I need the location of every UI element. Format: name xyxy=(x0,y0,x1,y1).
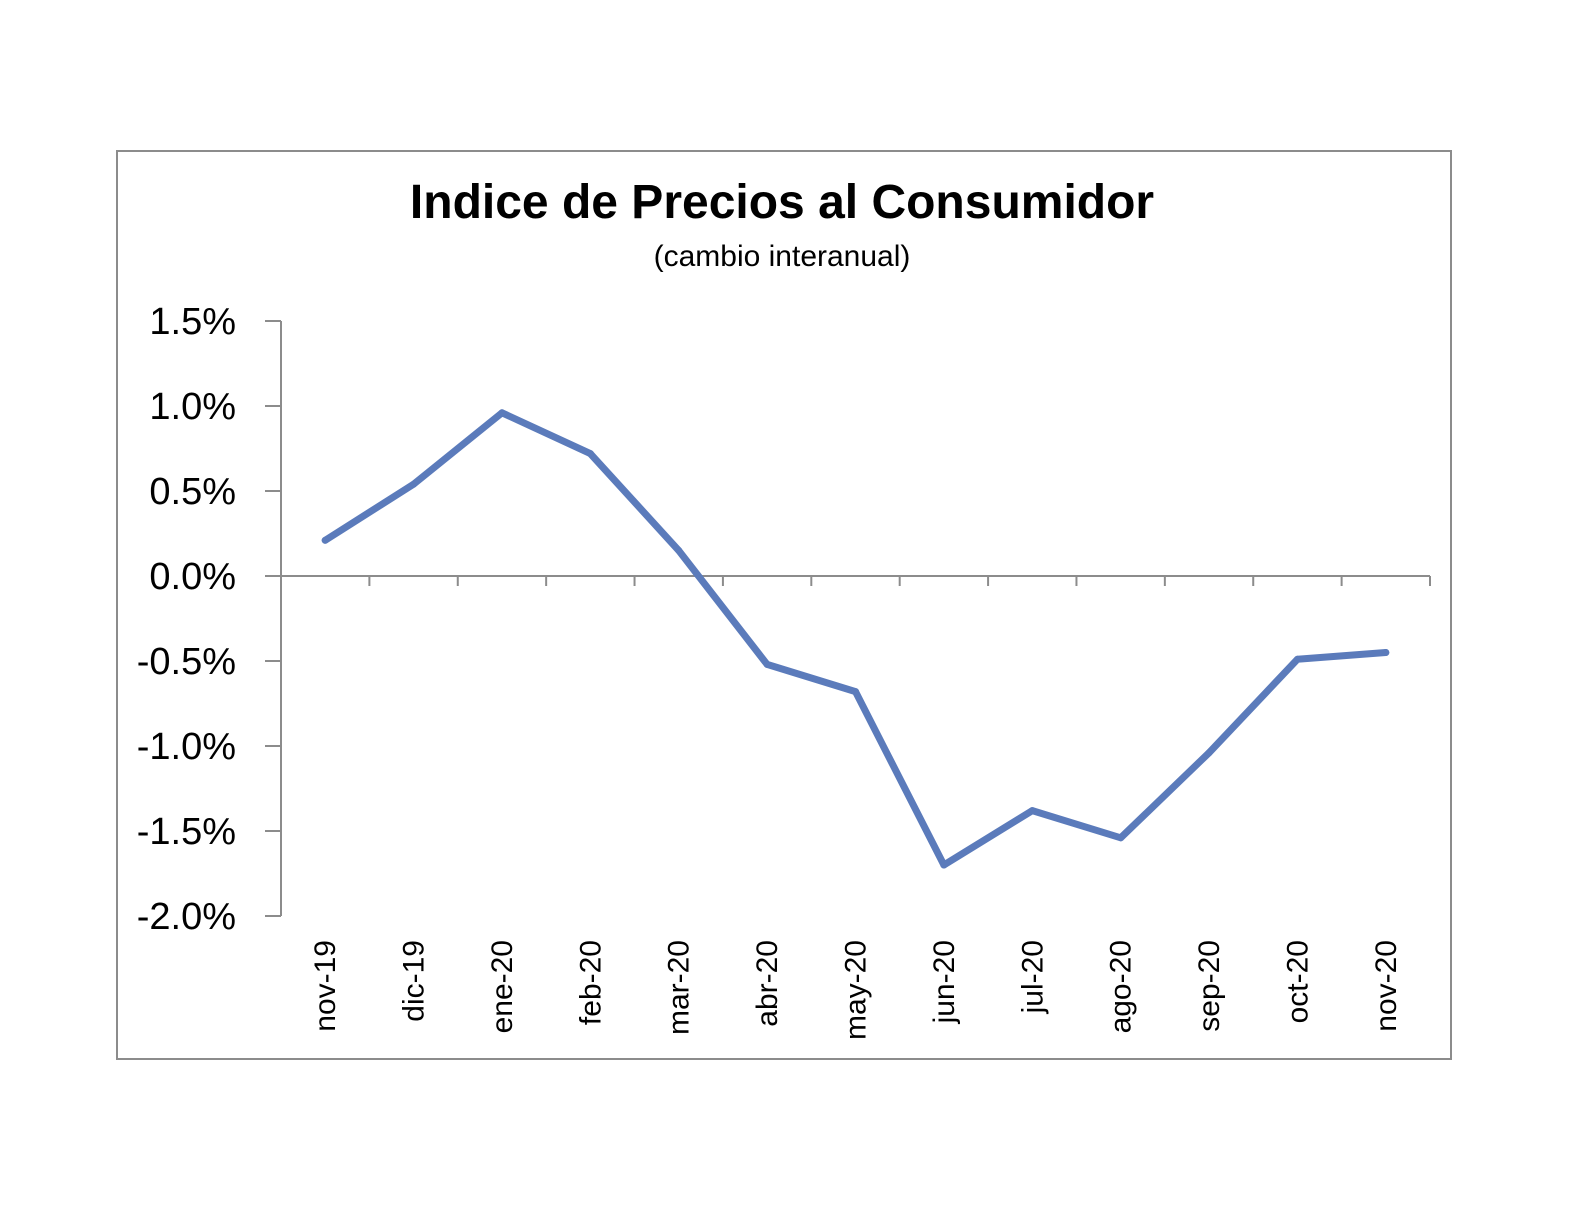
y-tick-label: -1.5% xyxy=(137,811,236,853)
x-tick-label: mar-20 xyxy=(663,940,696,1035)
chart-title: Indice de Precios al Consumidor xyxy=(410,176,1154,229)
chart-frame xyxy=(116,150,1452,1060)
data-point xyxy=(940,861,948,869)
x-tick-label: may-20 xyxy=(840,940,873,1040)
x-tick-labels: nov-19 dic-19 ene-20 feb-20 mar-20 abr-20 may-… xyxy=(309,940,1403,1040)
data-point xyxy=(763,660,771,668)
series-layer xyxy=(321,409,1390,869)
x-tick-label: sep-20 xyxy=(1193,940,1226,1032)
x-tick-label: nov-20 xyxy=(1370,940,1403,1032)
y-tick-label: -1.0% xyxy=(137,726,236,768)
data-point xyxy=(1205,749,1213,757)
data-point xyxy=(675,547,683,554)
y-tick-label: -0.5% xyxy=(137,641,236,683)
y-tick-label: 0.0% xyxy=(149,556,236,598)
data-point xyxy=(852,688,859,696)
x-tick-label: abr-20 xyxy=(751,940,784,1027)
x-tick-label: oct-20 xyxy=(1281,940,1314,1023)
y-tick-label: 1.5% xyxy=(149,301,236,343)
chart-subtitle: (cambio interanual) xyxy=(654,240,911,273)
data-point xyxy=(1382,649,1390,656)
x-tick-label: feb-20 xyxy=(574,940,607,1025)
x-tick-label: nov-19 xyxy=(309,940,342,1032)
data-point xyxy=(586,450,594,458)
data-point xyxy=(1028,807,1036,815)
x-tick-label: dic-19 xyxy=(398,940,431,1022)
data-point xyxy=(498,409,506,417)
y-tick-label: -2.0% xyxy=(137,896,236,938)
data-point xyxy=(1117,834,1125,842)
x-tick-label: ene-20 xyxy=(486,940,519,1033)
y-tick-label: 1.0% xyxy=(149,386,236,428)
data-point xyxy=(321,536,329,544)
data-point xyxy=(1293,655,1301,663)
series-line xyxy=(321,409,1390,869)
x-tick-label: ago-20 xyxy=(1105,940,1138,1033)
x-tick-label: jul-20 xyxy=(1016,940,1049,1014)
data-point xyxy=(410,480,418,488)
x-tick-label: jun-20 xyxy=(928,940,961,1024)
axes-layer xyxy=(265,320,1431,917)
y-tick-label: 0.5% xyxy=(149,471,236,513)
y-tick-labels: 1.5% 1.0% 0.5% 0.0% -0.5% -1.0% -1.5% -2.0% xyxy=(137,301,236,938)
